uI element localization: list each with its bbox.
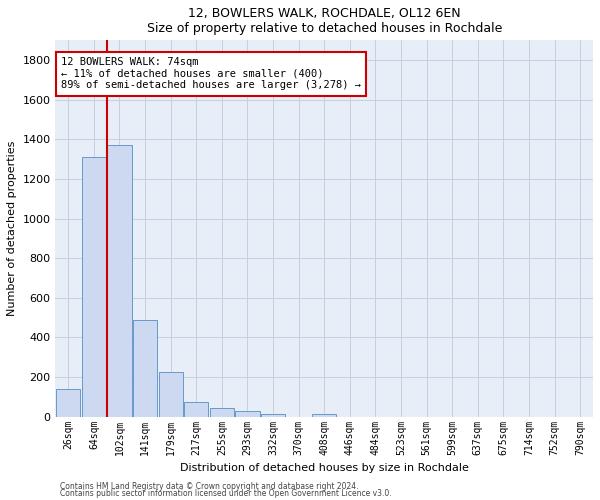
Bar bbox=[56, 389, 80, 416]
Bar bbox=[312, 414, 337, 416]
Bar bbox=[107, 146, 131, 416]
Bar bbox=[184, 402, 208, 416]
Bar bbox=[158, 372, 183, 416]
Text: Contains public sector information licensed under the Open Government Licence v3: Contains public sector information licen… bbox=[60, 489, 392, 498]
Bar bbox=[82, 157, 106, 416]
Text: 12 BOWLERS WALK: 74sqm
← 11% of detached houses are smaller (400)
89% of semi-de: 12 BOWLERS WALK: 74sqm ← 11% of detached… bbox=[61, 57, 361, 90]
Text: Contains HM Land Registry data © Crown copyright and database right 2024.: Contains HM Land Registry data © Crown c… bbox=[60, 482, 359, 491]
X-axis label: Distribution of detached houses by size in Rochdale: Distribution of detached houses by size … bbox=[180, 463, 469, 473]
Bar bbox=[235, 411, 260, 416]
Bar bbox=[261, 414, 285, 416]
Title: 12, BOWLERS WALK, ROCHDALE, OL12 6EN
Size of property relative to detached house: 12, BOWLERS WALK, ROCHDALE, OL12 6EN Siz… bbox=[146, 7, 502, 35]
Bar bbox=[210, 408, 234, 416]
Y-axis label: Number of detached properties: Number of detached properties bbox=[7, 141, 17, 316]
Bar bbox=[133, 320, 157, 416]
